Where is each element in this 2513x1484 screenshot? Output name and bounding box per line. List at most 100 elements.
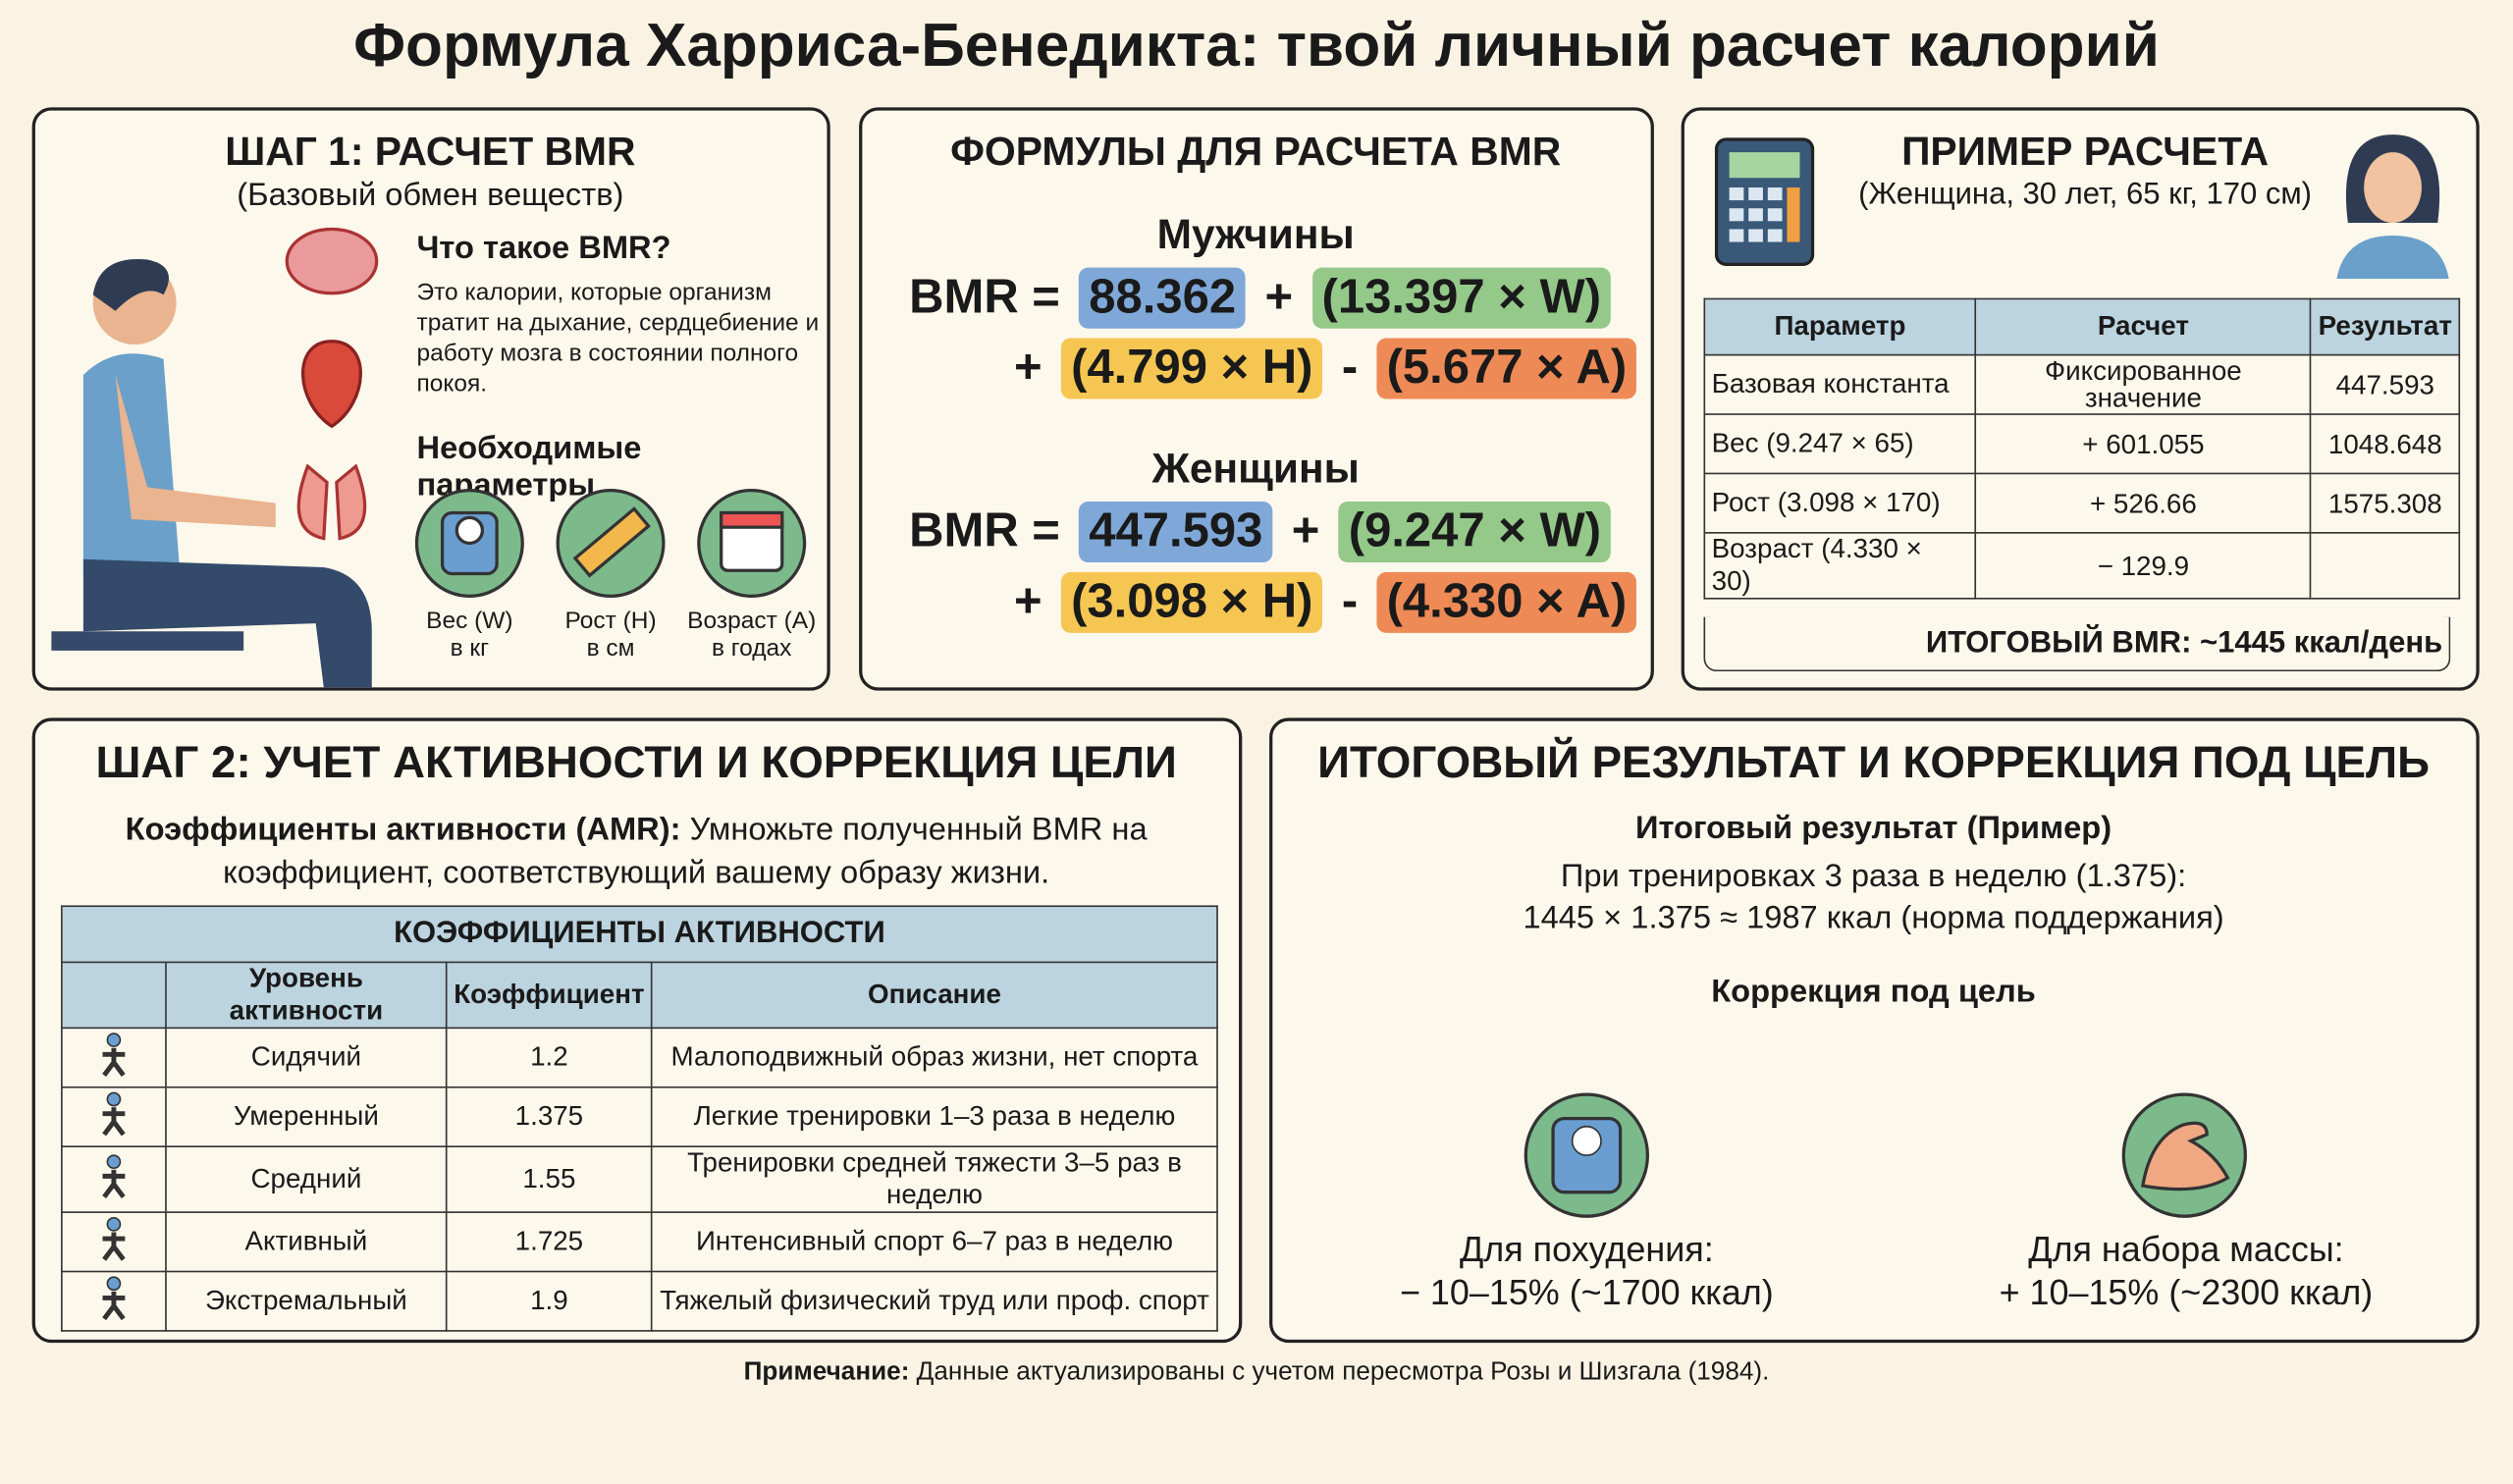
formula-token: (4.330 × A) — [1376, 571, 1636, 633]
formulas-title: ФОРМУЛЫ ДЛЯ РАСЧЕТА BMR — [950, 130, 1562, 175]
graphic — [106, 1276, 122, 1292]
note-text: Данные актуализированы с учетом пересмот… — [916, 1358, 1770, 1387]
formulas-panel: ФОРМУЛЫ ДЛЯ РАСЧЕТА BMR Мужчины BMR = 88.3… — [859, 107, 1654, 691]
graphic — [296, 463, 367, 541]
graphic — [1748, 208, 1763, 222]
result-line: 1445 × 1.375 ≈ 1987 ккал (норма поддержа… — [1523, 900, 2224, 936]
result-example-title: Итоговый результат (Пример) — [1634, 811, 2112, 847]
param-unit: в кг — [450, 634, 490, 662]
formula-token: - — [1341, 575, 1359, 628]
graphic — [414, 488, 807, 598]
graphic — [106, 1033, 122, 1047]
table-row: Средний 1.55 Тренировки средней тяжести 3–… — [61, 1145, 1218, 1213]
organ-icons — [285, 227, 379, 541]
formula-token: (3.098 × H) — [1061, 571, 1323, 633]
formula-group-name: Мужчины — [1156, 209, 1355, 258]
formula-line: + (4.799 × H) - (5.677 × A) — [862, 338, 1640, 399]
table-cell: Фиксированное значение — [1974, 353, 2313, 415]
param-label: Рост (H) в см — [555, 608, 667, 662]
table-cell: Малоподвижный образ жизни, нет спорта — [651, 1027, 1218, 1088]
formula-token: BMR = — [909, 270, 1060, 324]
table-cell: Тренировки средней тяжести 3–5 раз в нед… — [651, 1145, 1218, 1213]
header-cell: Расчет — [1974, 297, 2313, 356]
formula-line: + (3.098 × H) - (4.330 × A) — [862, 571, 1640, 633]
table-row: Возраст (4.330 × 30) − 129.9 — [1703, 532, 2461, 600]
param-name: Рост (H) — [564, 607, 657, 635]
graphic — [1748, 229, 1763, 242]
icon-cell — [61, 1027, 167, 1088]
what-text: Это калории, которые организм тратит на … — [416, 279, 820, 398]
goal-value: − 10–15% (~1700 ккал) — [1399, 1272, 1774, 1313]
formula-line: BMR = 88.362 + (13.397 × W) — [862, 267, 1615, 329]
graphic — [2364, 152, 2422, 223]
table-cell: 1575.308 — [2310, 472, 2461, 534]
caption-cell: КОЭФФИЦИЕНТЫ АКТИВНОСТИ — [61, 905, 1218, 964]
main-title: Формула Харриса-Бенедикта: твой личный р… — [353, 13, 2160, 80]
intro-bold: Коэффициенты активности (AMR): — [125, 812, 681, 848]
graphic — [454, 515, 485, 546]
step1-subtitle: (Базовый обмен веществ) — [237, 178, 624, 214]
graphic — [1729, 152, 1800, 179]
table-cell: Активный — [165, 1211, 448, 1273]
table-cell: Рост (3.098 × 170) — [1703, 472, 1977, 534]
goal: Для похудения: − 10–15% (~1700 ккал) — [1346, 1228, 1827, 1314]
table-cell: 1.725 — [446, 1211, 653, 1273]
formula-token: BMR = — [909, 504, 1060, 558]
activity-icon — [102, 1276, 126, 1321]
graphic — [1729, 187, 1744, 201]
graphic — [102, 1047, 126, 1077]
formula-token: (5.677 × A) — [1376, 338, 1636, 399]
muscle-icon — [2121, 1092, 2247, 1218]
table-cell: 1.375 — [446, 1086, 653, 1147]
table-cell: Интенсивный спорт 6–7 раз в неделю — [651, 1211, 1218, 1273]
formula-token: + — [1014, 341, 1043, 395]
table-cell: 1.55 — [446, 1145, 653, 1213]
example-total: ИТОГОВЫЙ BMR: ~1445 ккал/день — [1703, 616, 2451, 672]
param-unit: в годах — [711, 634, 792, 662]
graphic — [1767, 229, 1783, 242]
table-cell: Вес (9.247 × 65) — [1703, 413, 1977, 475]
woman-icon — [2336, 134, 2449, 280]
calculator-icon — [1714, 137, 1815, 267]
formula-group-name: Женщины — [1151, 444, 1360, 493]
param-name: Вес (W) — [426, 607, 513, 635]
table-cell: Экстремальный — [165, 1270, 448, 1332]
step2-intro: Коэффициенты активности (AMR): Умножьте … — [99, 809, 1173, 895]
formula-token: 88.362 — [1079, 267, 1246, 329]
goal-title: Коррекция под цель — [1711, 974, 2036, 1010]
table-cell: + 526.66 — [1974, 472, 2313, 534]
graphic — [82, 558, 372, 688]
table-cell: − 129.9 — [1974, 532, 2313, 600]
what-title: Что такое BMR? — [416, 231, 671, 267]
param-name: Возраст (A) — [687, 607, 817, 635]
formula-token: - — [1341, 341, 1359, 395]
graphic — [102, 1232, 126, 1261]
result-title: ИТОГОВЫЙ РЕЗУЛЬТАТ И КОРРЕКЦИЯ ПОД ЦЕЛЬ — [1317, 737, 2430, 787]
table-header-row: Параметр Расчет Результат — [1703, 297, 2461, 356]
graphic — [1729, 187, 1783, 242]
example-panel: ПРИМЕР РАСЧЕТА (Женщина, 30 лет, 65 кг, … — [1681, 107, 2480, 691]
graphic — [1767, 187, 1783, 201]
graphic — [2140, 1121, 2230, 1192]
graphic — [1767, 208, 1783, 222]
table-row: Рост (3.098 × 170) + 526.66 1575.308 — [1703, 472, 2461, 534]
person-illustration — [51, 258, 372, 688]
params-title: Необходимые параметры — [416, 431, 642, 504]
table-row: Активный 1.725 Интенсивный спорт 6–7 раз в… — [61, 1211, 1218, 1273]
graphic — [1787, 187, 1800, 242]
graphic — [51, 631, 244, 651]
table-cell: Возраст (4.330 × 30) — [1703, 532, 1977, 600]
goal-label: Для набора массы: — [2028, 1229, 2344, 1270]
table-cell: Сидячий — [165, 1027, 448, 1088]
activity-icon — [102, 1091, 126, 1137]
graphic — [106, 1154, 122, 1170]
step2-title: ШАГ 2: УЧЕТ АКТИВНОСТИ И КОРРЕКЦИЯ ЦЕЛИ — [95, 737, 1177, 787]
graphic — [102, 1107, 126, 1137]
table-cell — [2310, 532, 2461, 600]
example-title: ПРИМЕР РАСЧЕТА — [1901, 130, 2270, 175]
formula-line: BMR = 447.593 + (9.247 × W) — [862, 502, 1615, 563]
param-unit: в см — [586, 634, 635, 662]
result-panel: ИТОГОВЫЙ РЕЗУЛЬТАТ И КОРРЕКЦИЯ ПОД ЦЕЛЬ … — [1269, 717, 2480, 1344]
param-icons — [414, 488, 807, 598]
